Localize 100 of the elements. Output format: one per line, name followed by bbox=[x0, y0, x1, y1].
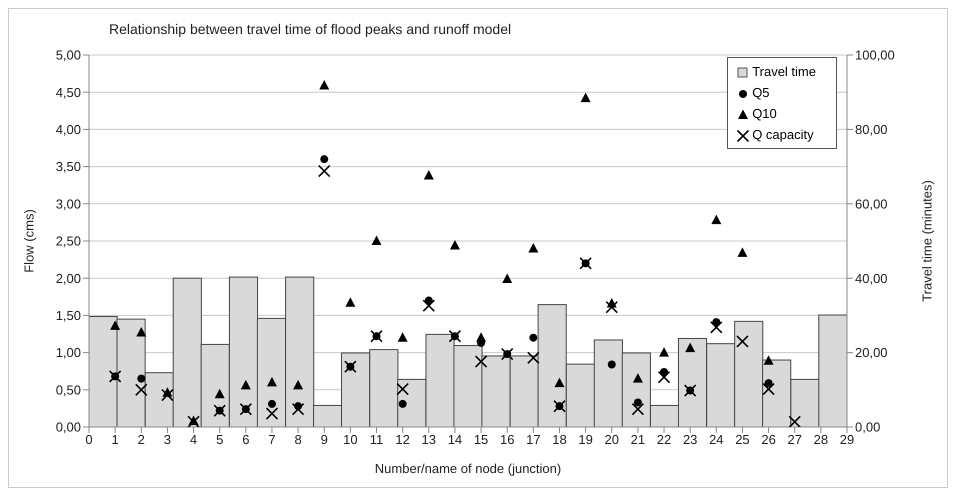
x-tick-label: 17 bbox=[526, 432, 541, 448]
point bbox=[136, 327, 146, 337]
x-tick-label: 8 bbox=[294, 432, 302, 448]
x-tick-label: 16 bbox=[500, 432, 514, 448]
x-tick-label: 10 bbox=[343, 432, 358, 448]
y-tick-label: 3,00 bbox=[56, 196, 81, 212]
y2-tick-label: 60,00 bbox=[855, 196, 888, 212]
point bbox=[632, 373, 643, 383]
x-tick-label: 3 bbox=[164, 432, 172, 448]
point bbox=[396, 382, 409, 396]
x-tick-label: 0 bbox=[85, 432, 93, 448]
point bbox=[502, 273, 512, 283]
x-tick-label: 22 bbox=[656, 432, 672, 448]
point bbox=[580, 92, 591, 102]
y-axis-title: Flow (cms) bbox=[22, 209, 37, 273]
x-tick-label: 18 bbox=[552, 432, 567, 448]
y-tick-label: 0,50 bbox=[56, 382, 81, 398]
chart-title: Relationship between travel time of flood peaks and runoff model bbox=[109, 21, 512, 37]
y2-axis-title: Travel time (minutes) bbox=[920, 180, 935, 302]
point bbox=[319, 80, 330, 90]
point bbox=[448, 330, 462, 343]
point bbox=[320, 155, 328, 164]
point bbox=[553, 400, 566, 412]
x-tick-label: 21 bbox=[630, 432, 646, 448]
x-tick-label: 23 bbox=[682, 432, 698, 448]
y2-tick-label: 20,00 bbox=[855, 345, 888, 360]
x-tick-label: 20 bbox=[604, 432, 619, 448]
point bbox=[450, 240, 460, 250]
y-tick-label: 1,50 bbox=[56, 308, 81, 324]
x-tick-label: 26 bbox=[761, 432, 776, 448]
point bbox=[292, 402, 304, 416]
point bbox=[266, 376, 277, 386]
x-tick-label: 27 bbox=[787, 432, 802, 448]
point bbox=[213, 404, 226, 417]
legend-label: Travel time bbox=[752, 63, 816, 81]
x-tick-label: 14 bbox=[448, 432, 462, 448]
point bbox=[476, 332, 486, 342]
point bbox=[762, 382, 775, 396]
point bbox=[554, 378, 564, 388]
x-tick-label: 7 bbox=[268, 432, 276, 448]
point bbox=[108, 370, 122, 383]
point bbox=[398, 400, 407, 408]
y-tick-label: 0,00 bbox=[56, 420, 81, 435]
legend-label: Q10 bbox=[752, 105, 777, 123]
x-tick-label: 9 bbox=[320, 432, 328, 448]
point bbox=[161, 388, 174, 402]
point bbox=[500, 348, 514, 360]
point bbox=[711, 214, 722, 224]
y2-tick-label: 100,00 bbox=[855, 48, 895, 63]
x-tick-label: 4 bbox=[190, 432, 198, 448]
point bbox=[345, 297, 356, 307]
point bbox=[422, 299, 436, 312]
x-tick-label: 11 bbox=[370, 432, 384, 448]
y-tick-label: 3,50 bbox=[56, 159, 81, 174]
y-tick-label: 4,50 bbox=[56, 84, 81, 100]
x-tick-label: 1 bbox=[112, 432, 119, 448]
point bbox=[579, 257, 592, 270]
y-tick-label: 2,50 bbox=[56, 234, 81, 249]
y-tick-label: 1,00 bbox=[56, 345, 81, 360]
point bbox=[240, 380, 251, 390]
point bbox=[684, 384, 696, 397]
point bbox=[474, 355, 488, 368]
point bbox=[736, 335, 749, 348]
x-tick-label: 28 bbox=[814, 432, 828, 448]
x-tick-label: 12 bbox=[395, 432, 410, 448]
point bbox=[268, 400, 276, 408]
point bbox=[214, 388, 225, 398]
point bbox=[293, 380, 304, 390]
point bbox=[634, 398, 642, 406]
point bbox=[608, 360, 616, 369]
point bbox=[240, 402, 252, 416]
point bbox=[424, 170, 434, 180]
point bbox=[528, 242, 538, 252]
point bbox=[737, 247, 748, 257]
point bbox=[318, 164, 331, 178]
x-tick-label: 6 bbox=[242, 432, 250, 448]
legend-label: Q capacity bbox=[752, 126, 814, 144]
point bbox=[658, 370, 670, 384]
legend-label: Q5 bbox=[752, 84, 770, 102]
x-tick-label: 15 bbox=[474, 432, 488, 448]
y2-tick-label: 40,00 bbox=[855, 270, 888, 286]
point bbox=[710, 321, 723, 334]
point bbox=[372, 236, 382, 245]
x-axis-title: Number/name of node (junction) bbox=[374, 461, 562, 476]
y-tick-label: 4,00 bbox=[56, 122, 81, 138]
y-tick-label: 2,00 bbox=[56, 270, 81, 286]
x-tick-label: 25 bbox=[735, 432, 750, 448]
point bbox=[605, 300, 618, 314]
point bbox=[764, 355, 774, 365]
point bbox=[659, 347, 670, 357]
point bbox=[632, 402, 644, 416]
x-tick-label: 19 bbox=[578, 432, 593, 448]
y2-tick-label: 0,00 bbox=[855, 420, 880, 435]
point bbox=[685, 342, 696, 352]
point bbox=[266, 407, 278, 420]
point bbox=[344, 360, 357, 374]
point bbox=[137, 374, 146, 383]
point bbox=[764, 379, 773, 388]
point bbox=[398, 332, 408, 342]
point bbox=[110, 320, 120, 330]
